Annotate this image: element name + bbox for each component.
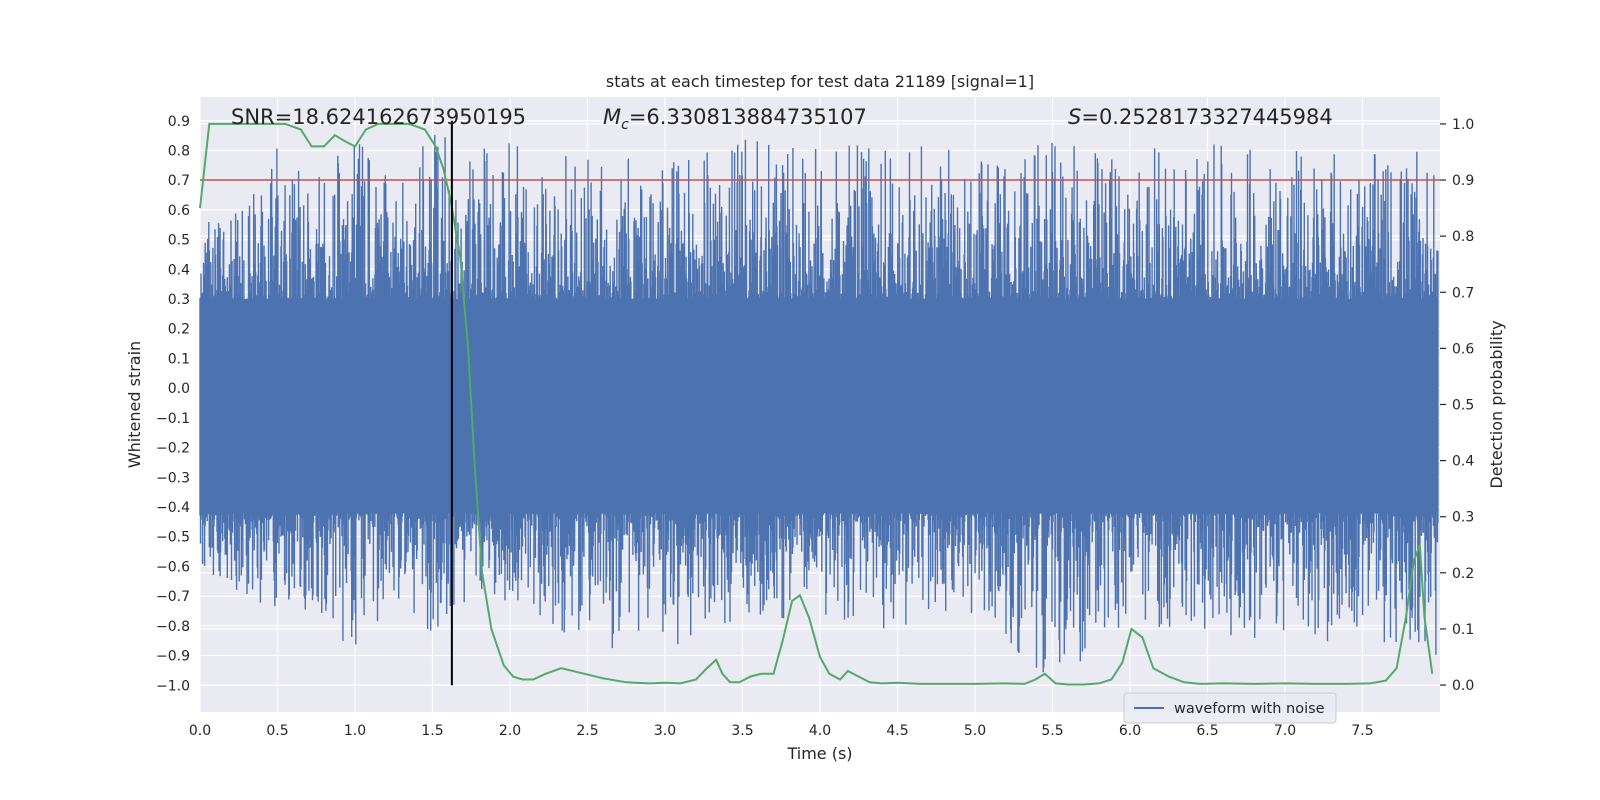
probability-series-line xyxy=(199,122,1434,686)
x-tick-label: 6.0 xyxy=(1119,723,1141,739)
chirp-mass-subscript: c xyxy=(621,117,629,133)
y-tick-label: 0.9 xyxy=(168,114,190,130)
y-tick-label: 0.5 xyxy=(168,233,190,249)
x-tick-label: 5.0 xyxy=(964,723,986,739)
legend: waveform with noise xyxy=(1123,692,1337,724)
legend-label: waveform with noise xyxy=(1174,701,1325,717)
y2-tick-label: 0.3 xyxy=(1452,510,1474,526)
x-tick-label: 1.5 xyxy=(421,723,443,739)
y2-tick-label: 0.2 xyxy=(1452,566,1474,582)
y-tick-label: −0.2 xyxy=(156,441,190,457)
x-tick-label: 2.0 xyxy=(499,723,521,739)
y-tick-label: 0.8 xyxy=(168,143,190,159)
x-tick-label: 5.5 xyxy=(1041,723,1063,739)
y2-tick-label: 0.6 xyxy=(1452,341,1474,357)
x-tick-label: 7.0 xyxy=(1274,723,1296,739)
y-tick-label: 0.7 xyxy=(168,173,190,189)
y-tick-label: −0.8 xyxy=(156,619,190,635)
y-tick-label: −0.5 xyxy=(156,530,190,546)
y-tick-label: 0.6 xyxy=(168,203,190,219)
x-tick-label: 4.0 xyxy=(809,723,831,739)
y-tick-label: −0.1 xyxy=(156,411,190,427)
y-tick-label: −0.9 xyxy=(156,649,190,665)
y-tick-label: 0.1 xyxy=(168,351,190,367)
legend-box xyxy=(1123,692,1337,724)
s-value: =0.2528173327445984 xyxy=(1081,105,1332,129)
y-tick-label: 0.4 xyxy=(168,262,190,278)
x-tick-label: 4.5 xyxy=(886,723,908,739)
y2-tick-label: 0.0 xyxy=(1452,678,1474,694)
y-tick-label: 0.3 xyxy=(168,292,190,308)
chart-title: stats at each timestep for test data 211… xyxy=(606,72,1034,91)
y2-axis-ticks: 0.0 0.1 0.2 0.3 0.4 0.5 0.6 0.7 0.8 0.9 1.0 xyxy=(1440,117,1474,694)
y2-tick-label: 0.4 xyxy=(1452,454,1474,470)
y-axis-label: Whitened strain xyxy=(125,341,144,468)
y2-tick-label: 0.5 xyxy=(1452,398,1474,414)
y2-axis-label: Detection probability xyxy=(1487,320,1506,488)
waveform-series xyxy=(199,135,1439,673)
y2-tick-label: 0.7 xyxy=(1452,285,1474,301)
x-tick-label: 1.0 xyxy=(344,723,366,739)
y2-tick-label: 0.1 xyxy=(1452,622,1474,638)
y2-tick-label: 0.9 xyxy=(1452,173,1474,189)
y-tick-label: 0.2 xyxy=(168,322,190,338)
y2-tick-label: 1.0 xyxy=(1452,117,1474,133)
y-tick-label: −0.3 xyxy=(156,470,190,486)
s-annotation: S=0.2528173327445984 xyxy=(1068,105,1333,129)
y-tick-label: −1.0 xyxy=(156,678,190,694)
y-tick-label: −0.6 xyxy=(156,559,190,575)
x-tick-label: 3.5 xyxy=(731,723,753,739)
x-axis-ticks: 0.0 0.5 1.0 1.5 2.0 2.5 3.0 3.5 4.0 4.5 5.0 5.5 6.0 6… xyxy=(189,723,1374,739)
y-axis-ticks: −1.0 −0.9 −0.8 −0.7 −0.6 −0.5 −0.4 −0.3 −0.2 −0.1… xyxy=(156,114,190,694)
chirp-mass-symbol: M xyxy=(603,105,621,129)
x-tick-label: 6.5 xyxy=(1196,723,1218,739)
snr-annotation: SNR=18.624162673950195 xyxy=(231,105,526,129)
waveform-trace xyxy=(199,135,1439,673)
x-tick-label: 2.5 xyxy=(576,723,598,739)
x-tick-label: 0.0 xyxy=(189,723,211,739)
x-tick-label: 7.5 xyxy=(1351,723,1373,739)
y-tick-label: 0.0 xyxy=(168,381,190,397)
x-tick-label: 0.5 xyxy=(266,723,288,739)
x-tick-label: 3.0 xyxy=(654,723,676,739)
chirp-mass-annotation: Mc=6.330813884735107 xyxy=(603,105,867,133)
chirp-mass-value: =6.330813884735107 xyxy=(629,105,867,129)
y-tick-label: −0.4 xyxy=(156,500,190,516)
s-symbol: S xyxy=(1068,105,1081,129)
y-tick-label: −0.7 xyxy=(156,589,190,605)
y2-tick-label: 0.8 xyxy=(1452,229,1474,245)
x-axis-label: Time (s) xyxy=(786,744,852,763)
